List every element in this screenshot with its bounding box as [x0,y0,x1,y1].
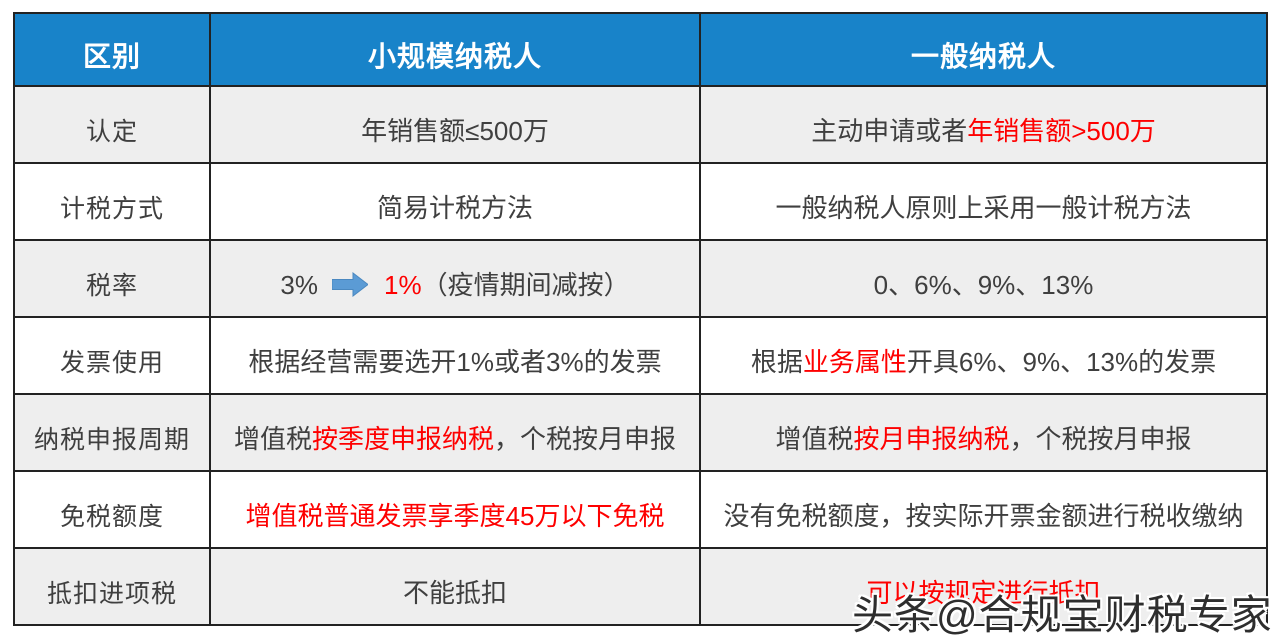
cell-general: 主动申请或者年销售额>500万 [699,85,1268,164]
text-segment: 1% [383,270,422,300]
text-segment: 业务属性 [802,347,907,377]
cell-small-scale: 不能抵扣 [209,547,701,626]
text-segment: 按月申报纳税 [853,424,1010,454]
cell-small-scale: 年销售额≤500万 [209,85,701,164]
table-row: 计税方式 简易计税方法 一般纳税人原则上采用一般计税方法 [13,162,1268,241]
cell-small-scale: 增值税按季度申报纳税，个税按月申报 [209,393,701,472]
header-cell-small-scale-taxpayer: 小规模纳税人 [209,12,701,87]
row-label: 抵扣进项税 [13,547,211,626]
row-label: 认定 [13,85,211,164]
row-label: 计税方式 [13,162,211,241]
text-segment: 根据 [750,347,803,377]
cell-small-scale: 3% 1%（疫情期间减按） [209,239,701,318]
text-segment: 一般纳税人原则上采用一般计税方法 [775,193,1192,223]
cell-general: 根据业务属性开具6%、9%、13%的发票 [699,316,1268,395]
text-segment: 增值税 [775,424,854,454]
cell-small-scale: 根据经营需要选开1%或者3%的发票 [209,316,701,395]
table-row: 认定 年销售额≤500万 主动申请或者年销售额>500万 [13,85,1268,164]
table-row: 免税额度 增值税普通发票享季度45万以下免税 没有免税额度，按实际开票金额进行税收缴… [13,470,1268,549]
row-label: 纳税申报周期 [13,393,211,472]
arrow-right-icon [331,271,369,298]
table-row: 税率 3% 1%（疫情期间减按） 0、6%、9%、13% [13,239,1268,318]
text-segment: 主动申请或者 [811,116,968,146]
text-segment: 不能抵扣 [402,578,507,608]
cell-general: 0、6%、9%、13% [699,239,1268,318]
header-cell-distinction: 区别 [13,12,211,87]
watermark: 头条@合规宝财税专家 [852,592,1273,638]
text-segment: 3% [280,270,318,300]
header-row: 区别 小规模纳税人 一般纳税人 [13,12,1268,87]
text-segment: ，个税按月申报 [1009,424,1192,454]
cell-small-scale: 简易计税方法 [209,162,701,241]
cell-general: 可以按规定进行抵扣 [699,547,1268,626]
cell-general: 一般纳税人原则上采用一般计税方法 [699,162,1268,241]
text-segment: 年销售额≤500万 [361,116,549,146]
text-segment: （疫情期间减按） [421,270,630,300]
cell-small-scale: 增值税普通发票享季度45万以下免税 [209,470,701,549]
table-row: 发票使用 根据经营需要选开1%或者3%的发票 根据业务属性开具6%、9%、13%的发… [13,316,1268,395]
text-segment: 简易计税方法 [376,193,533,223]
text-segment: 年销售额>500万 [967,116,1156,146]
text-segment: 增值税 [233,424,312,454]
text-segment: 根据经营需要选开1%或者3%的发票 [248,347,662,377]
text-segment: 0、6%、9%、13% [873,270,1094,300]
cell-general: 没有免税额度，按实际开票金额进行税收缴纳 [699,470,1268,549]
header-cell-general-taxpayer: 一般纳税人 [699,12,1268,87]
text-segment: 开具6%、9%、13%的发票 [906,347,1217,377]
row-label: 税率 [13,239,211,318]
text-segment: 增值税普通发票享季度45万以下免税 [245,501,665,531]
row-label: 免税额度 [13,470,211,549]
table-row: 抵扣进项税 不能抵扣 可以按规定进行抵扣 [13,547,1268,626]
row-label: 发票使用 [13,316,211,395]
cell-general: 增值税按月申报纳税，个税按月申报 [699,393,1268,472]
text-segment: 没有免税额度，按实际开票金额进行税收缴纳 [723,501,1244,531]
comparison-table: 区别 小规模纳税人 一般纳税人 认定 年销售额≤500万 主动申请或者年销售额>50… [13,12,1268,626]
text-segment: 按季度申报纳税 [311,424,494,454]
table-row: 纳税申报周期 增值税按季度申报纳税，个税按月申报 增值税按月申报纳税，个税按月申报 [13,393,1268,472]
text-segment: ，个税按月申报 [494,424,677,454]
text-segment: 可以按规定进行抵扣 [866,578,1101,608]
